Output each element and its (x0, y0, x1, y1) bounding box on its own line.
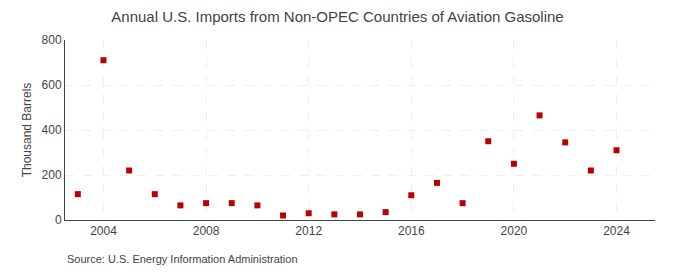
svg-text:2020: 2020 (501, 224, 528, 238)
svg-text:200: 200 (42, 168, 62, 182)
svg-text:2016: 2016 (398, 224, 425, 238)
svg-text:Thousand Barrels: Thousand Barrels (20, 83, 34, 178)
svg-text:0: 0 (55, 213, 62, 227)
svg-text:400: 400 (42, 123, 62, 137)
svg-text:Annual U.S. Imports from Non-O: Annual U.S. Imports from Non-OPEC Countr… (111, 8, 563, 25)
svg-text:800: 800 (42, 33, 62, 47)
svg-text:2004: 2004 (90, 224, 117, 238)
svg-text:2024: 2024 (603, 224, 630, 238)
svg-text:2008: 2008 (193, 224, 220, 238)
svg-text:Source: U.S. Energy Informatio: Source: U.S. Energy Information Administ… (67, 253, 298, 265)
svg-text:600: 600 (42, 78, 62, 92)
svg-text:2012: 2012 (295, 224, 322, 238)
